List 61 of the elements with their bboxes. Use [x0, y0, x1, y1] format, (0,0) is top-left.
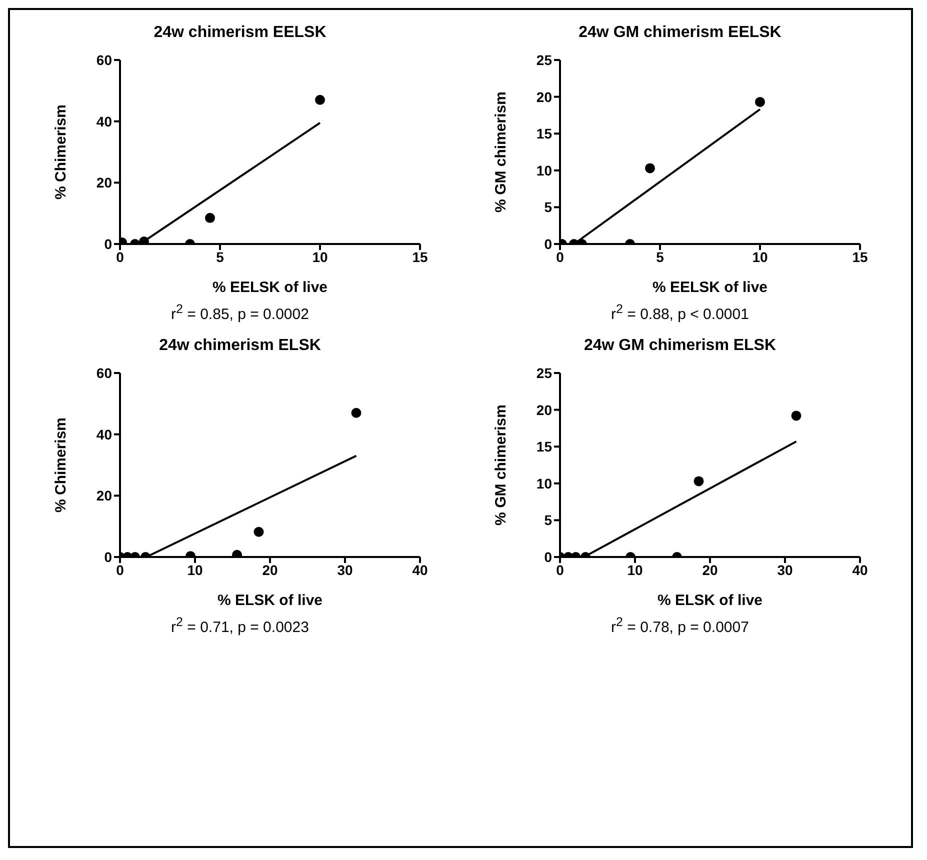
y-tick-label: 20: [96, 174, 112, 191]
x-axis-title: % EELSK of live: [652, 279, 768, 296]
y-tick-label: 25: [536, 52, 552, 68]
point: [755, 96, 765, 107]
x-tick-label: 0: [556, 248, 564, 265]
text: r$^{2}$ = 0.71, p = 0.0023: [171, 615, 309, 636]
text: r$^{2}$ = 0.78, p = 0.0007: [611, 615, 749, 636]
y-axis-title: % GM chimerism: [492, 404, 510, 526]
x-tick-label: 15: [412, 248, 428, 265]
y-tick-label: 40: [96, 113, 112, 130]
y-axis-title: % Chimerism: [52, 417, 70, 513]
point: [315, 94, 325, 105]
y-tick-label: 20: [536, 88, 552, 105]
y-tick-label: 5: [544, 512, 552, 528]
x-tick-label: 15: [852, 248, 868, 265]
y-tick-label: 10: [536, 162, 552, 178]
point: [791, 410, 802, 421]
y-tick-label: 25: [536, 364, 552, 381]
y-tick-label: 40: [96, 426, 112, 442]
x-tick-label: 30: [337, 562, 353, 578]
point: [694, 476, 704, 486]
point: [351, 408, 362, 418]
x-axis-title: % EELSK of live: [212, 279, 328, 296]
x-tick-label: 30: [777, 562, 793, 578]
y-tick-label: 0: [104, 548, 112, 565]
x-axis-title: % ELSK of live: [657, 592, 763, 609]
x-tick-label: 5: [656, 248, 664, 265]
x-tick-label: 20: [702, 562, 718, 578]
y-tick-label: 0: [544, 548, 552, 565]
x-tick-label: 0: [116, 248, 124, 265]
y-axis-title: % Chimerism: [52, 104, 70, 200]
text: r$^{2}$ = 0.88, p < 0.0001: [611, 302, 749, 323]
y-tick-label: 5: [544, 199, 552, 216]
y-tick-label: 10: [536, 475, 552, 492]
y-tick-label: 0: [104, 236, 112, 252]
chart-title: 24w GM chimerism EELSK: [578, 24, 782, 42]
y-axis-title: % GM chimerism: [492, 92, 510, 212]
x-tick-label: 20: [262, 562, 278, 578]
point: [645, 163, 655, 174]
y-tick-label: 15: [536, 126, 552, 142]
y-tick-label: 15: [536, 438, 552, 455]
y-tick-label: 60: [96, 52, 112, 68]
x-tick-label: 40: [852, 562, 868, 578]
x-tick-label: 10: [752, 248, 768, 265]
chart-title: 24w GM chimerism ELSK: [584, 337, 776, 355]
x-tick-label: 10: [312, 248, 328, 265]
x-axis-title: % ELSK of live: [217, 592, 323, 609]
chart-title: 24w chimerism EELSK: [154, 24, 326, 42]
y-tick-label: 20: [96, 488, 112, 504]
y-tick-label: 60: [96, 364, 112, 381]
x-tick-label: 40: [412, 562, 428, 578]
y-tick-label: 0: [544, 236, 552, 252]
x-tick-label: 5: [216, 248, 224, 265]
x-tick-label: 10: [627, 562, 643, 578]
x-tick-label: 0: [556, 562, 564, 578]
text: r$^{2}$ = 0.85, p = 0.0002: [171, 302, 309, 323]
point: [205, 212, 215, 223]
y-tick-label: 20: [536, 402, 552, 418]
x-tick-label: 0: [116, 562, 124, 578]
chart-title: 24w chimerism ELSK: [159, 337, 321, 355]
x-tick-label: 10: [187, 562, 203, 578]
